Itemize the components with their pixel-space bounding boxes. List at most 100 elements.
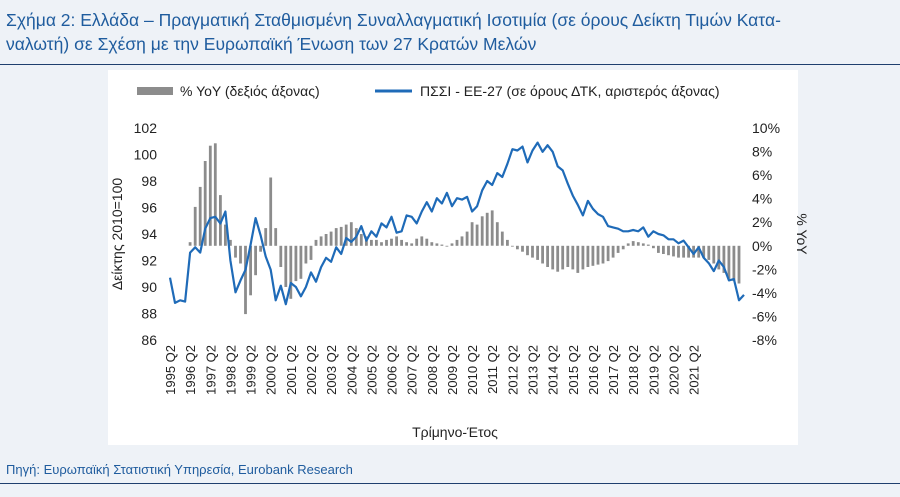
yoy-bar bbox=[294, 245, 298, 282]
yoy-bar bbox=[631, 241, 635, 246]
legend-bar-label: % YoY (δεξιός άξονας) bbox=[180, 83, 320, 99]
yoy-bar bbox=[259, 245, 262, 252]
x-tick-label: 2021 Q2 bbox=[687, 345, 702, 395]
x-tick-label: 1997 Q2 bbox=[203, 345, 218, 395]
x-tick-label: 1999 Q2 bbox=[244, 345, 259, 395]
x-tick-label: 2003 Q2 bbox=[324, 345, 339, 395]
x-tick-label: 2000 Q2 bbox=[264, 345, 279, 395]
yoy-bar bbox=[279, 245, 283, 267]
title-line-1: Σχήμα 2: Ελλάδα – Πραγματική Σταθμισμένη… bbox=[6, 10, 781, 30]
yoy-bar bbox=[475, 224, 479, 246]
yoy-bar bbox=[299, 245, 303, 279]
left-tick-label: 94 bbox=[141, 226, 157, 242]
yoy-bar bbox=[400, 239, 403, 246]
x-axis-title: Τρίμηνο-Έτος bbox=[412, 424, 498, 440]
yoy-bar bbox=[485, 212, 489, 246]
yoy-bar bbox=[234, 245, 237, 258]
title-line-2: ναλωτή) σε Σχέση με την Ευρωπαϊκή Ένωση … bbox=[6, 34, 537, 54]
yoy-bar bbox=[692, 245, 695, 258]
yoy-bar bbox=[254, 245, 257, 276]
yoy-bar bbox=[526, 245, 529, 256]
index-line bbox=[168, 141, 745, 306]
yoy-bar bbox=[712, 245, 716, 264]
yoy-bar bbox=[657, 245, 660, 253]
yoy-bar bbox=[405, 242, 408, 246]
left-tick-label: 102 bbox=[134, 120, 158, 136]
x-tick-label: 2005 Q2 bbox=[364, 345, 379, 395]
left-tick-label: 96 bbox=[141, 200, 157, 216]
yoy-bar bbox=[244, 245, 247, 315]
yoy-bar bbox=[203, 161, 207, 246]
x-tick-label: 1995 Q2 bbox=[163, 345, 178, 395]
yoy-bar bbox=[329, 231, 333, 246]
right-tick-label: -2% bbox=[752, 261, 777, 277]
right-tick-label: -6% bbox=[752, 308, 777, 324]
x-tick-label: 2008 Q2 bbox=[425, 345, 440, 395]
legend: % YoY (δεξιός άξονας) ΠΣΣΙ - ΕΕ-27 (σε ό… bbox=[137, 83, 720, 99]
yoy-bar bbox=[188, 242, 192, 246]
yoy-bar bbox=[274, 228, 278, 246]
x-tick-label: 2001 Q2 bbox=[284, 345, 299, 395]
left-tick-label: 90 bbox=[141, 279, 157, 295]
yoy-bar bbox=[284, 245, 288, 287]
yoy-bar bbox=[359, 234, 363, 246]
yoy-bar bbox=[304, 245, 308, 264]
yoy-bar bbox=[324, 234, 328, 246]
yoy-bar bbox=[450, 243, 454, 246]
right-axis-ticks: 10% 8% 6% 4% 2% 0% -2% -4% -6% -8% bbox=[752, 120, 780, 348]
x-tick-label: 1996 Q2 bbox=[183, 345, 198, 395]
yoy-bar bbox=[224, 224, 227, 246]
yoy-bar bbox=[420, 236, 424, 246]
yoy-bar bbox=[349, 222, 353, 246]
yoy-bar bbox=[500, 231, 504, 246]
x-tick-label: 2018 Q2 bbox=[626, 345, 641, 395]
yoy-bar bbox=[611, 245, 615, 258]
yoy-bar bbox=[636, 242, 640, 246]
x-tick-label: 2013 Q2 bbox=[526, 345, 541, 395]
yoy-bar bbox=[652, 245, 655, 249]
yoy-bar bbox=[556, 245, 560, 272]
left-tick-label: 86 bbox=[141, 332, 157, 348]
x-tick-label: 2017 Q2 bbox=[606, 345, 621, 395]
yoy-bar bbox=[440, 244, 444, 246]
yoy-bar bbox=[289, 245, 293, 299]
x-tick-label: 2015 Q2 bbox=[566, 345, 581, 395]
yoy-bar bbox=[601, 245, 605, 264]
yoy-bar bbox=[536, 245, 539, 260]
yoy-bar bbox=[390, 238, 393, 246]
yoy-bar bbox=[722, 245, 726, 273]
yoy-bar bbox=[641, 243, 645, 246]
yoy-bar bbox=[249, 245, 252, 296]
yoy-bar bbox=[546, 245, 549, 267]
x-tick-label: 2010 Q2 bbox=[465, 345, 480, 395]
left-tick-label: 100 bbox=[134, 147, 158, 163]
yoy-bar bbox=[309, 245, 313, 260]
yoy-bar bbox=[465, 231, 469, 246]
x-tick-label: 1998 Q2 bbox=[223, 345, 238, 395]
yoy-bar bbox=[516, 245, 519, 250]
right-tick-label: 6% bbox=[752, 167, 772, 183]
yoy-bar bbox=[264, 228, 268, 246]
yoy-bar bbox=[606, 245, 610, 262]
yoy-bar bbox=[198, 186, 202, 246]
x-tick-label: 2007 Q2 bbox=[405, 345, 420, 395]
yoy-bar bbox=[490, 210, 494, 246]
yoy-bar bbox=[702, 245, 706, 258]
yoy-bar bbox=[667, 245, 670, 256]
yoy-bar bbox=[415, 238, 419, 246]
bottom-rule bbox=[0, 483, 900, 484]
yoy-bar bbox=[581, 245, 585, 270]
left-tick-label: 98 bbox=[141, 173, 157, 189]
yoy-bar bbox=[596, 245, 600, 265]
right-tick-label: 0% bbox=[752, 238, 772, 254]
yoy-bars bbox=[188, 143, 741, 315]
yoy-bar bbox=[621, 245, 625, 250]
yoy-bar bbox=[425, 238, 429, 246]
chart-title: Σχήμα 2: Ελλάδα – Πραγματική Σταθμισμένη… bbox=[6, 8, 891, 56]
yoy-bar bbox=[229, 239, 232, 246]
yoy-bar bbox=[541, 245, 544, 264]
x-tick-label: 2014 Q2 bbox=[546, 345, 561, 395]
yoy-bar bbox=[219, 195, 222, 246]
yoy-bar bbox=[626, 243, 630, 246]
right-tick-label: 10% bbox=[752, 120, 780, 136]
